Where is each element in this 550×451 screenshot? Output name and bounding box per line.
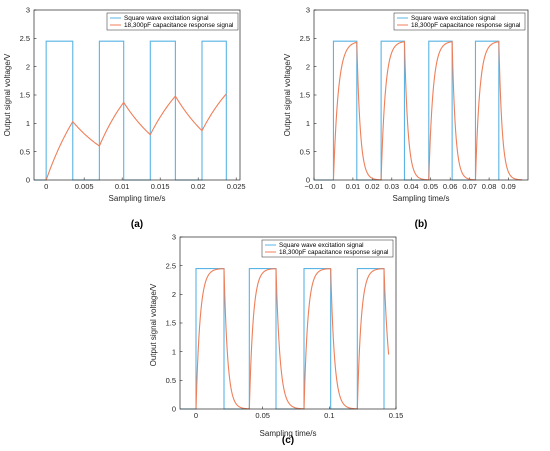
panel-label-c: (c) [282,435,294,446]
x-tick-label-c: 0.15 [389,411,404,420]
panel-label-b: (b) [415,219,428,230]
x-tick-label-c: 0 [194,411,198,420]
square-wave-line-c [180,267,385,410]
x-axis-label-c: Sampling time/s [260,429,317,438]
legend-square-label-c: Square wave excitation signal [279,242,364,249]
y-tick-label-c: 0.5 [166,376,176,385]
series-group-a [34,40,227,181]
y-tick-label-c: 0 [172,405,176,414]
plot-frame-a [33,9,241,181]
square-wave-line-a [34,40,227,181]
y-tick-label-a: 2.5 [20,34,30,43]
legend-box-a [106,12,239,31]
chart-panel-c: Output signal voltage/V Sampling time/s … [149,233,403,446]
x-tick-label-b: 0 [331,182,335,191]
series-group-c [180,267,390,410]
legend-response-label-a: 18,300pF capacitance response signal [124,22,233,29]
y-tick-label-c: 1 [172,347,176,356]
legend-box-b [393,12,526,31]
panel-label-a: (a) [131,219,143,230]
y-tick-label-b: 2.5 [300,34,310,43]
y-tick-label-c: 2 [172,290,176,299]
y-tick-label-a: 3 [26,6,30,15]
x-tick-label-c: 0.05 [255,411,270,420]
legend-response-label-b: 18,300pF capacitance response signal [411,22,520,29]
x-tick-label-a: 0.015 [151,182,170,191]
legend-response-label-c: 18,300pF capacitance response signal [279,249,388,256]
x-axis-label-a: Sampling time/s [109,194,166,203]
y-tick-label-a: 1.5 [20,91,30,100]
x-tick-label-b: 0.02 [365,182,380,191]
x-tick-label-b: 0.06 [443,182,458,191]
x-tick-label-c: 0.1 [324,411,334,420]
x-tick-label-b: 0.08 [482,182,497,191]
plot-frame-b [313,9,529,181]
y-tick-label-a: 0 [26,176,30,185]
plot-frame-c [179,236,397,410]
legend-c: Square wave excitation signal 18,300pF c… [261,239,394,258]
x-tick-label-b: 0.05 [423,182,438,191]
x-tick-label-b: 0.07 [462,182,477,191]
x-tick-label-b: 0.04 [404,182,419,191]
response-line-b [332,41,523,181]
y-tick-label-a: 2 [26,62,30,71]
x-tick-label-b: −0.01 [305,182,324,191]
y-tick-label-a: 1 [26,119,30,128]
axis-ticks-c: 0 0.05 0.1 0.15 0 0.5 1 1.5 2 2.5 3 [166,233,404,420]
x-tick-label-a: 0.02 [191,182,206,191]
y-tick-label-b: 0 [306,176,310,185]
x-axis-label-b: Sampling time/s [393,194,450,203]
x-tick-label-a: 0.005 [75,182,94,191]
y-tick-label-b: 3 [306,6,310,15]
response-line-c [195,268,390,410]
x-tick-label-a: 0.025 [227,182,246,191]
x-tick-label-b: 0.03 [385,182,400,191]
legend-square-label-a: Square wave excitation signal [124,15,209,22]
series-group-b [314,40,523,181]
legend-b: Square wave excitation signal 18,300pF c… [393,12,526,31]
y-tick-label-c: 1.5 [166,319,176,328]
y-tick-label-c: 3 [172,233,176,242]
axis-ticks-a: 0 0.005 0.01 0.015 0.02 0.025 0 0.5 1 1.5 2 2.5 3 [20,6,246,191]
x-tick-label-a: 0 [44,182,48,191]
axis-ticks-b: −0.01 0 0.01 0.02 0.03 0.04 0.05 0.06 0.07 0.08 0.… [300,6,516,191]
y-tick-label-c: 2.5 [166,261,176,270]
response-line-a [45,93,227,181]
chart-panel-b: Output signal voltage/V Sampling time/s … [283,6,529,230]
y-tick-label-b: 1.5 [300,91,310,100]
y-tick-label-a: 0.5 [20,147,30,156]
y-tick-label-b: 1 [306,119,310,128]
legend-box-c [261,239,394,258]
x-tick-label-b: 0.09 [501,182,516,191]
x-tick-label-b: 0.01 [346,182,361,191]
y-axis-label-c: Output signal voltage/V [149,283,158,366]
y-axis-label-b: Output signal voltage/V [283,53,292,136]
y-axis-label-a: Output signal voltage/V [3,53,12,136]
legend-square-label-b: Square wave excitation signal [411,15,496,22]
legend-a: Square wave excitation signal 18,300pF c… [106,12,239,31]
chart-panel-a: Output signal voltage/V Sampling time/s … [3,6,246,230]
x-tick-label-a: 0.01 [115,182,130,191]
y-tick-label-b: 0.5 [300,147,310,156]
y-tick-label-b: 2 [306,62,310,71]
